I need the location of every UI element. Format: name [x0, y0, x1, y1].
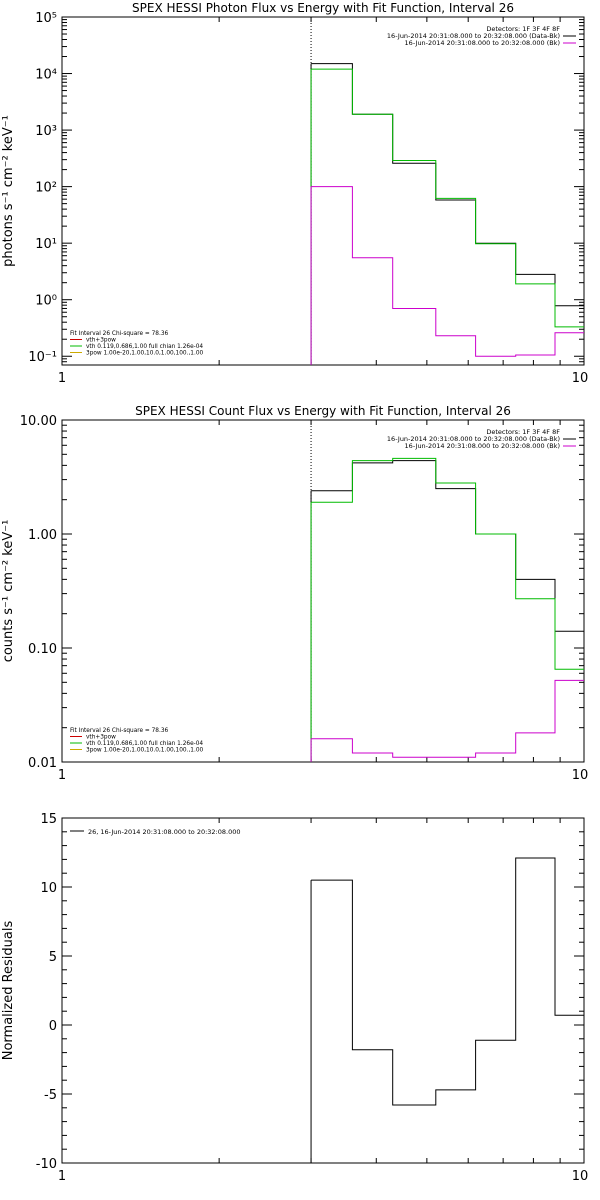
y-axis-label: Normalized Residuals — [1, 921, 16, 1061]
legend-entry: Detectors: 1F 3F 4F 8F — [486, 25, 560, 33]
legend-entry: 16-Jun-2014 20:31:08.000 to 20:32:08.000… — [387, 32, 560, 40]
legend-entry: 16-Jun-2014 20:31:08.000 to 20:32:08.000… — [405, 39, 560, 47]
y-tick-label: 15 — [40, 812, 57, 827]
y-tick-label: 10⁰ — [35, 294, 57, 309]
x-tick-label: 10 — [572, 371, 589, 386]
y-tick-label: 0 — [49, 1019, 57, 1034]
y-tick-label: -5 — [44, 1088, 57, 1103]
y-axis-label: photons s⁻¹ cm⁻² keV⁻¹ — [1, 115, 16, 267]
legend-entry: vth 0.119,0.686,1.00 full chian 1.26e-04 — [86, 741, 203, 747]
x-tick-label: 10 — [572, 768, 589, 783]
y-tick-label: 10.00 — [20, 414, 57, 429]
panel-2: SPEX HESSI Count Flux vs Energy with Fit… — [1, 404, 588, 783]
y-tick-label: 10⁻¹ — [28, 350, 57, 365]
plot-frame — [61, 817, 585, 1164]
legend-entry: vth 0.119,0.686,1.00 full chian 1.26e-04 — [86, 344, 203, 350]
legend-entry: Detectors: 1F 3F 4F 8F — [486, 428, 560, 436]
x-tick-label: 10 — [572, 1169, 589, 1184]
panel-1: SPEX HESSI Photon Flux vs Energy with Fi… — [1, 1, 588, 386]
series-1-line — [311, 857, 584, 1106]
y-tick-label: 10² — [35, 181, 57, 196]
plot-frame — [61, 419, 585, 763]
x-tick-label: 1 — [58, 1169, 66, 1184]
series-3-line — [311, 679, 584, 758]
y-tick-label: 10³ — [35, 124, 57, 139]
series-2-line — [311, 457, 584, 670]
y-tick-label: 10⁴ — [35, 68, 57, 83]
y-tick-label: 1.00 — [28, 528, 57, 543]
y-tick-label: 0.01 — [28, 756, 57, 771]
legend-entry: 3pow 1.00e-20,1.00,10.0,1.00,100.,1.00 — [86, 351, 204, 357]
legend-entry: 3pow 1.00e-20,1.00,10.0,1.00,100.,1.00 — [86, 748, 204, 754]
legend-entry: Fit Interval 26 Chi-square = 78.36 — [70, 331, 169, 337]
legend-entry: 16-Jun-2014 20:31:08.000 to 20:32:08.000… — [405, 442, 560, 450]
legend-entry: 26, 16-Jun-2014 20:31:08.000 to 20:32:08… — [88, 828, 240, 836]
legend-entry: 16-Jun-2014 20:31:08.000 to 20:32:08.000… — [387, 435, 560, 443]
series-1-line — [311, 460, 584, 632]
plot-frame — [61, 16, 585, 366]
chart-title: SPEX HESSI Count Flux vs Energy with Fit… — [135, 404, 511, 418]
series-2-line — [311, 68, 584, 328]
y-axis-label: counts s⁻¹ cm⁻² keV⁻¹ — [1, 520, 16, 663]
x-tick-label: 1 — [58, 768, 66, 783]
y-tick-label: -10 — [36, 1157, 57, 1172]
legend-entry: vth+3pow — [86, 735, 116, 741]
x-tick-label: 1 — [58, 371, 66, 386]
series-3-line — [311, 186, 584, 357]
panel-3: Normalized Residuals 1 10 -10 -5 0 5 10 15 26, 16… — [1, 812, 588, 1184]
y-tick-label: 10⁵ — [35, 11, 57, 26]
y-tick-label: 10 — [40, 881, 57, 896]
legend-entry: Fit Interval 26 Chi-square = 78.36 — [70, 728, 169, 734]
chart-title: SPEX HESSI Photon Flux vs Energy with Fi… — [132, 1, 514, 15]
legend-entry: vth+3pow — [86, 338, 116, 344]
y-tick-label: 10¹ — [35, 237, 57, 252]
y-tick-label: 5 — [49, 950, 57, 965]
y-tick-label: 0.10 — [28, 642, 57, 657]
